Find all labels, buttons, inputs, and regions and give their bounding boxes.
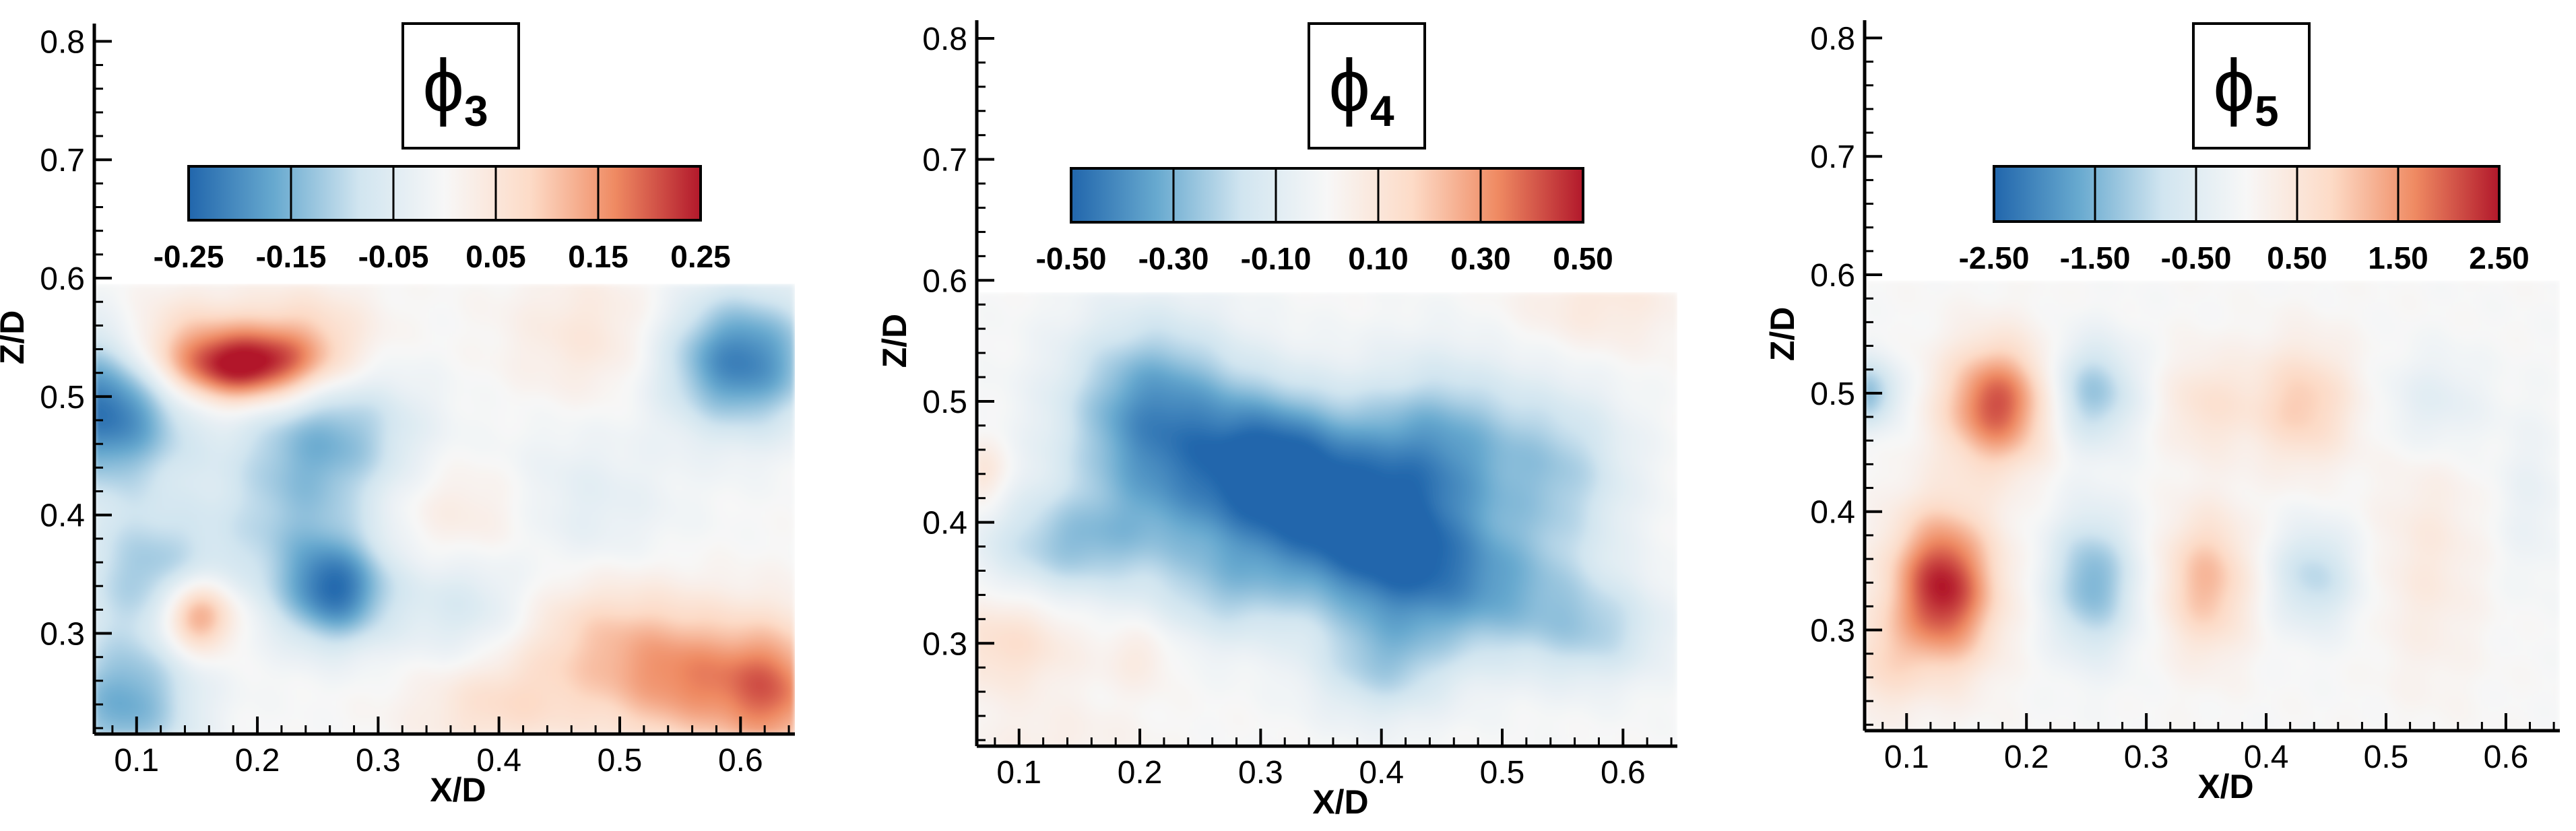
y-tick-label: 0.4 bbox=[40, 498, 85, 534]
chart-panel-3: 0.3 0.4 0.5 0.6 0.7 0.8 0.1 0.2 0.3 0.4 0.5 0.6 X/D Z… bbox=[1764, 20, 2560, 805]
x-tick-label: 0.4 bbox=[2244, 739, 2289, 775]
colorbar-tick-label: -0.10 bbox=[1241, 241, 1312, 276]
y-tick-label: 0.5 bbox=[922, 385, 967, 420]
y-tick-label: 0.7 bbox=[922, 143, 967, 178]
colorbar-fill bbox=[1070, 167, 1584, 224]
y-axis-label: Z/D bbox=[1764, 307, 1801, 362]
x-tick-label: 0.1 bbox=[996, 755, 1041, 791]
x-tick-label: 0.1 bbox=[114, 743, 159, 778]
x-tick-label: 0.5 bbox=[1480, 755, 1525, 791]
colorbar-tick-label: -0.15 bbox=[256, 239, 327, 274]
colorbar: -0.50 -0.30 -0.10 0.10 0.30 0.50 bbox=[1036, 167, 1613, 276]
x-tick-label: 0.5 bbox=[2364, 739, 2409, 775]
y-tick-label: 0.8 bbox=[1810, 21, 1855, 57]
x-tick-label: 0.3 bbox=[356, 743, 401, 778]
title-subscript: 5 bbox=[2255, 87, 2279, 135]
chart-title: ϕ3 bbox=[422, 44, 488, 135]
y-axis-label: Z/D bbox=[876, 314, 913, 368]
y-tick-label: 0.4 bbox=[922, 506, 967, 541]
title-box bbox=[401, 22, 520, 149]
title-symbol: ϕ bbox=[2213, 44, 2255, 127]
colorbar-tick-label: 0.50 bbox=[2267, 240, 2327, 275]
colorbar-tick-label: -0.50 bbox=[2161, 240, 2232, 275]
colorbar-tick-label: 0.30 bbox=[1450, 241, 1511, 276]
chart-panel-1: 0.3 0.4 0.5 0.6 0.7 0.8 0.1 0.2 0.3 0.4 0.5 0.6 X/D Z… bbox=[0, 22, 795, 809]
y-axis-label: Z/D bbox=[0, 310, 31, 365]
heatmap-field bbox=[94, 284, 795, 734]
y-tick-label: 0.4 bbox=[1810, 495, 1855, 531]
x-axis-label: X/D bbox=[2197, 768, 2253, 805]
colorbar-tick-label: -0.30 bbox=[1138, 241, 1209, 276]
heatmap-field bbox=[1865, 280, 2560, 731]
y-tick-label: 0.7 bbox=[1810, 139, 1855, 175]
colorbar-tick-label: 0.25 bbox=[670, 239, 731, 274]
panels: 0.3 0.4 0.5 0.6 0.7 0.8 0.1 0.2 0.3 0.4 0.5 0.6 X/D Z… bbox=[0, 20, 2560, 821]
colorbar-tick-label: 0.10 bbox=[1348, 241, 1409, 276]
x-tick-label: 0.6 bbox=[1601, 755, 1646, 791]
x-tick-label: 0.4 bbox=[1359, 755, 1404, 791]
colorbar-tick-label: 0.15 bbox=[568, 239, 629, 274]
x-tick-label: 0.4 bbox=[476, 743, 521, 778]
y-tick-label: 0.3 bbox=[40, 617, 85, 653]
chart-panel-2: 0.3 0.4 0.5 0.6 0.7 0.8 0.1 0.2 0.3 0.4 0.5 0.6 X/D Z… bbox=[876, 20, 1677, 821]
colorbar: -0.25 -0.15 -0.05 0.05 0.15 0.25 bbox=[154, 165, 731, 274]
colorbar: -2.50 -1.50 -0.50 0.50 1.50 2.50 bbox=[1959, 165, 2530, 275]
x-tick-label: 0.2 bbox=[235, 743, 280, 778]
chart-title: ϕ4 bbox=[1328, 44, 1394, 135]
y-tick-label: 0.3 bbox=[922, 626, 967, 662]
x-tick-label: 0.6 bbox=[2484, 739, 2529, 775]
y-tick-label: 0.8 bbox=[40, 24, 85, 60]
colorbar-tick-label: 0.05 bbox=[465, 239, 526, 274]
y-tick-label: 0.8 bbox=[922, 22, 967, 57]
y-tick-label: 0.5 bbox=[40, 380, 85, 416]
x-axis-label: X/D bbox=[1312, 783, 1368, 821]
y-tick-label: 0.6 bbox=[1810, 258, 1855, 294]
colorbar-tick-label: -0.25 bbox=[154, 239, 224, 274]
y-tick-label: 0.6 bbox=[40, 261, 85, 297]
x-tick-label: 0.2 bbox=[2004, 739, 2049, 775]
title-symbol: ϕ bbox=[422, 44, 464, 127]
x-tick-label: 0.3 bbox=[1238, 755, 1283, 791]
y-tick-label: 0.5 bbox=[1810, 376, 1855, 412]
colorbar-fill bbox=[187, 165, 702, 222]
x-tick-label: 0.6 bbox=[718, 743, 763, 778]
y-tick-label: 0.3 bbox=[1810, 613, 1855, 649]
x-tick-label: 0.3 bbox=[2124, 739, 2169, 775]
y-tick-label: 0.6 bbox=[922, 263, 967, 299]
colorbar-tick-label: 1.50 bbox=[2368, 240, 2428, 275]
x-tick-label: 0.2 bbox=[1118, 755, 1163, 791]
title-subscript: 3 bbox=[464, 87, 488, 135]
y-tick-label: 0.7 bbox=[40, 143, 85, 178]
title-box bbox=[2192, 22, 2311, 149]
x-tick-label: 0.5 bbox=[598, 743, 643, 778]
title-symbol: ϕ bbox=[1328, 44, 1370, 127]
colorbar-tick-label: 2.50 bbox=[2469, 240, 2530, 275]
colorbar-tick-label: -1.50 bbox=[2060, 240, 2131, 275]
x-tick-label: 0.1 bbox=[1884, 739, 1929, 775]
x-axis-label: X/D bbox=[430, 771, 486, 809]
colorbar-tick-label: -2.50 bbox=[1959, 240, 2030, 275]
colorbar-tick-label: 0.50 bbox=[1553, 241, 1613, 276]
colorbar-tick-label: -0.05 bbox=[358, 239, 429, 274]
colorbar-tick-label: -0.50 bbox=[1036, 241, 1107, 276]
title-box bbox=[1308, 22, 1426, 149]
colorbar-fill bbox=[1993, 165, 2501, 223]
chart-title: ϕ5 bbox=[2213, 44, 2278, 135]
title-subscript: 4 bbox=[1370, 87, 1394, 135]
heatmap-field bbox=[977, 292, 1677, 747]
